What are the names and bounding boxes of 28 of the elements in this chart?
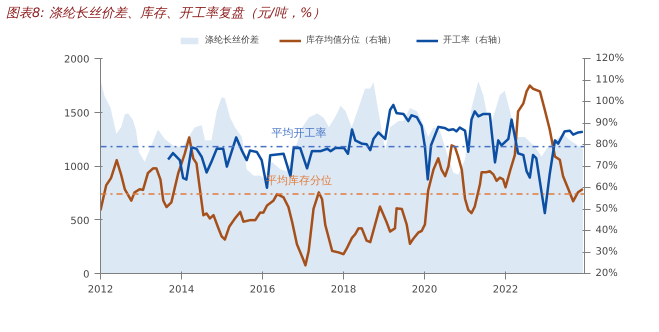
- y2-tick-label: 20%: [596, 268, 618, 279]
- y-tick-label: 500: [70, 216, 90, 227]
- y2-tick-label: 120%: [596, 53, 624, 64]
- x-tick-label: 2014: [168, 284, 194, 296]
- legend-label: 库存均值分位（右轴）: [306, 34, 396, 46]
- legend-label: 开工率（右轴）: [443, 34, 506, 46]
- y-tick-label: 0: [83, 270, 90, 280]
- ref-line-label: 平均开工率: [271, 126, 326, 140]
- x-tick-label: 2018: [330, 284, 356, 296]
- y2-tick-label: 70%: [596, 160, 618, 172]
- y2-tick-label: 80%: [596, 139, 618, 150]
- y-tick-label: 1500: [64, 108, 90, 120]
- y2-tick-label: 90%: [596, 118, 618, 128]
- line-series: [166, 104, 584, 214]
- y2-tick-label: 60%: [596, 182, 618, 193]
- x-tick-label: 2012: [88, 284, 114, 296]
- y-tick-label: 2000: [64, 54, 90, 66]
- y2-tick-label: 50%: [596, 204, 618, 214]
- y2-tick-label: 100%: [596, 96, 624, 107]
- y-tick-label: 1000: [64, 162, 90, 173]
- y2-tick-label: 110%: [596, 74, 624, 86]
- legend-label: 涤纶长丝价差: [205, 34, 259, 46]
- x-tick-label: 2022: [492, 284, 518, 296]
- x-tick-label: 2020: [412, 284, 438, 296]
- chart-title: 图表8: 涤纶长丝价差、库存、开工率复盘（元/吨，%）: [6, 5, 326, 23]
- x-tick-label: 2016: [250, 284, 276, 296]
- y2-tick-label: 30%: [596, 246, 618, 258]
- y2-tick-label: 40%: [596, 225, 618, 236]
